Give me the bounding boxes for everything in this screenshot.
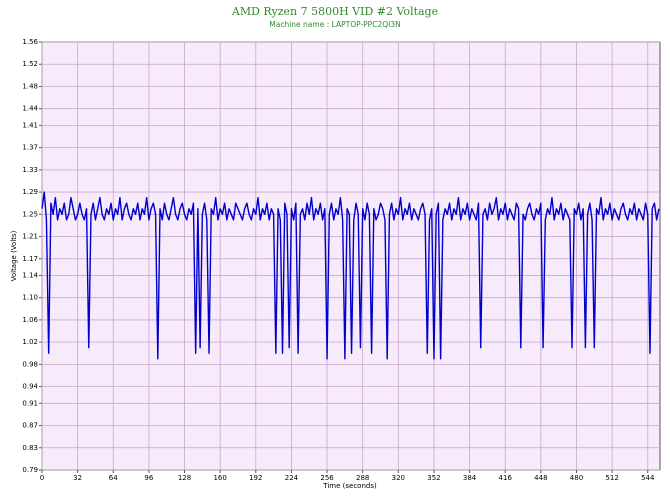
x-tick-label: 448	[534, 474, 547, 482]
y-tick-label: 1.33	[22, 166, 38, 174]
y-tick-label: 1.25	[22, 210, 38, 218]
y-axis-label: Voltage (Volts)	[10, 230, 18, 281]
chart-title: AMD Ryzen 7 5800H VID #2 Voltage	[231, 5, 438, 18]
x-tick-label: 416	[499, 474, 513, 482]
x-axis-label: Time (seconds)	[322, 482, 377, 490]
x-tick-label: 544	[641, 474, 655, 482]
y-tick-label: 1.41	[22, 121, 38, 129]
x-tick-label: 128	[178, 474, 191, 482]
x-tick-label: 160	[213, 474, 226, 482]
y-tick-label: 1.52	[22, 60, 38, 68]
x-tick-label: 32	[73, 474, 82, 482]
x-tick-label: 224	[285, 474, 299, 482]
chart-subtitle: Machine name : LAPTOP-PPC2QI3N	[269, 20, 400, 29]
y-tick-label: 0.79	[22, 466, 38, 474]
y-tick-label: 0.94	[22, 383, 38, 391]
x-tick-label: 192	[249, 474, 262, 482]
y-tick-label: 1.21	[22, 233, 38, 241]
x-tick-label: 352	[427, 474, 440, 482]
x-tick-label: 384	[463, 474, 477, 482]
y-tick-label: 1.44	[22, 105, 38, 113]
y-tick-label: 0.87	[22, 422, 38, 430]
x-tick-label: 320	[392, 474, 405, 482]
y-tick-label: 0.98	[22, 360, 38, 368]
x-tick-label: 512	[605, 474, 618, 482]
y-tick-label: 1.17	[22, 255, 38, 263]
data-line	[41, 191, 660, 360]
y-tick-label: 0.91	[22, 399, 38, 407]
y-tick-label: 1.14	[22, 271, 38, 279]
x-tick-label: 64	[109, 474, 118, 482]
y-tick-label: 1.37	[22, 144, 38, 152]
x-tick-label: 480	[570, 474, 583, 482]
y-tick-label: 1.29	[22, 188, 38, 196]
plot-area	[41, 41, 661, 471]
y-tick-label: 1.10	[22, 294, 38, 302]
y-tick-label: 1.02	[22, 338, 38, 346]
y-tick-label: 1.56	[22, 38, 38, 46]
y-tick-label: 0.83	[22, 444, 38, 452]
y-tick-label: 1.48	[22, 82, 38, 90]
y-tick-label: 1.06	[22, 316, 38, 324]
x-tick-label: 256	[320, 474, 334, 482]
x-tick-label: 0	[40, 474, 44, 482]
x-tick-label: 96	[144, 474, 153, 482]
x-tick-label: 288	[356, 474, 369, 482]
